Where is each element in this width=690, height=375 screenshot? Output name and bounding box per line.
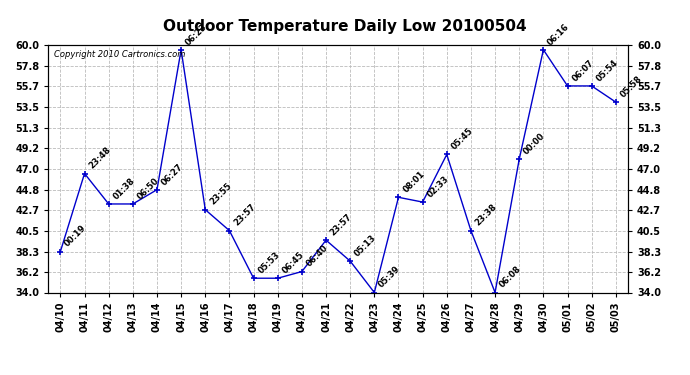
Text: 23:55: 23:55 [208, 182, 233, 207]
Text: 06:23: 06:23 [184, 22, 209, 47]
Text: 06:50: 06:50 [136, 176, 161, 201]
Text: 08:01: 08:01 [402, 170, 426, 195]
Text: 05:13: 05:13 [353, 233, 378, 258]
Text: 23:57: 23:57 [329, 212, 354, 237]
Text: 05:45: 05:45 [450, 126, 475, 152]
Text: 06:27: 06:27 [160, 162, 185, 187]
Text: 06:08: 06:08 [498, 265, 523, 290]
Text: 23:38: 23:38 [474, 203, 499, 228]
Text: 23:57: 23:57 [233, 202, 257, 228]
Text: 02:33: 02:33 [426, 174, 451, 199]
Text: Outdoor Temperature Daily Low 20100504: Outdoor Temperature Daily Low 20100504 [164, 19, 526, 34]
Text: 01:38: 01:38 [112, 176, 137, 201]
Text: 06:07: 06:07 [571, 58, 595, 83]
Text: 23:48: 23:48 [88, 146, 112, 171]
Text: 00:00: 00:00 [522, 132, 547, 156]
Text: 06:45: 06:45 [281, 250, 306, 276]
Text: 06:16: 06:16 [546, 22, 571, 47]
Text: Copyright 2010 Cartronics.com: Copyright 2010 Cartronics.com [54, 50, 186, 59]
Text: 00:19: 00:19 [63, 224, 88, 249]
Text: 05:54: 05:54 [595, 58, 620, 83]
Text: 05:58: 05:58 [619, 74, 644, 99]
Text: 05:53: 05:53 [257, 250, 282, 276]
Text: 06:40: 06:40 [305, 244, 330, 269]
Text: 05:39: 05:39 [377, 265, 402, 290]
